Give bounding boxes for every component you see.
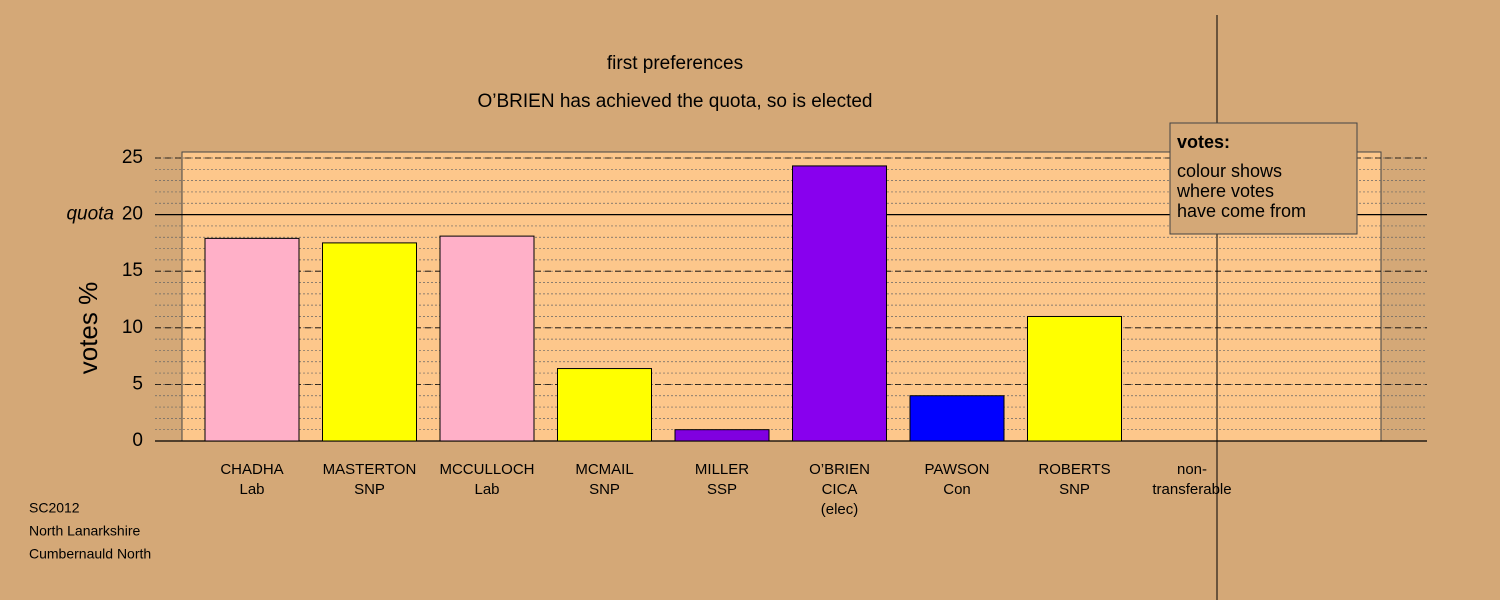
footnote: SC2012: [29, 500, 80, 516]
y-tick-label: 0: [132, 430, 143, 451]
x-tick-label: O’BRIEN: [809, 461, 870, 478]
y-tick-label: 25: [122, 147, 143, 168]
x-tick-label: MCCULLOCH: [439, 461, 534, 478]
bar: [204, 237, 300, 442]
legend-box: [1169, 122, 1358, 235]
x-tick-label: SNP: [1059, 481, 1090, 498]
x-tick-label: CICA: [822, 481, 858, 498]
bar: [557, 368, 652, 442]
bar: [674, 429, 770, 442]
y-axis-label: votes %: [73, 282, 103, 375]
chart-subtitle: O’BRIEN has achieved the quota, so is el…: [477, 91, 872, 112]
x-tick-label: (elec): [821, 501, 859, 518]
chart-title: first preferences: [607, 53, 743, 74]
quota-label: quota: [66, 204, 114, 225]
x-tick-label: CHADHA: [220, 461, 283, 478]
x-tick-label: SSP: [707, 481, 737, 498]
x-tick-label: PAWSON: [924, 461, 989, 478]
y-tick-label: 15: [122, 260, 143, 281]
y-tick-label: 10: [122, 317, 143, 338]
layer: 0 5 10 15 20 25 quota CHADHA Lab MASTERTON SNP MCCU…: [29, 122, 1427, 562]
x-tick-label: MILLER: [695, 461, 749, 478]
x-tick-label: non-: [1177, 461, 1207, 478]
x-tick-label: Lab: [474, 481, 499, 498]
footnote: North Lanarkshire: [29, 523, 140, 539]
legend-text: where votes: [1176, 181, 1274, 201]
legend-text: have come from: [1177, 201, 1306, 221]
footnote: Cumbernauld North: [29, 546, 151, 562]
x-tick-label: SNP: [589, 481, 620, 498]
x-tick-label: MCMAIL: [575, 461, 633, 478]
x-tick-label: Lab: [239, 481, 264, 498]
x-tick-label: transferable: [1152, 481, 1231, 498]
x-tick-label: Con: [943, 481, 971, 498]
legend-text: colour shows: [1177, 161, 1282, 181]
bar: [1027, 315, 1122, 442]
x-tick-label: SNP: [354, 481, 385, 498]
legend-title: votes:: [1177, 132, 1230, 152]
x-tick-label: MASTERTON: [323, 461, 417, 478]
bar: [322, 242, 417, 442]
y-tick-label: 5: [132, 373, 143, 394]
bar: [909, 395, 1005, 442]
bar: [439, 235, 535, 442]
x-tick-label: ROBERTS: [1038, 461, 1110, 478]
y-tick-label: 20: [122, 204, 143, 225]
bar: [792, 165, 887, 442]
